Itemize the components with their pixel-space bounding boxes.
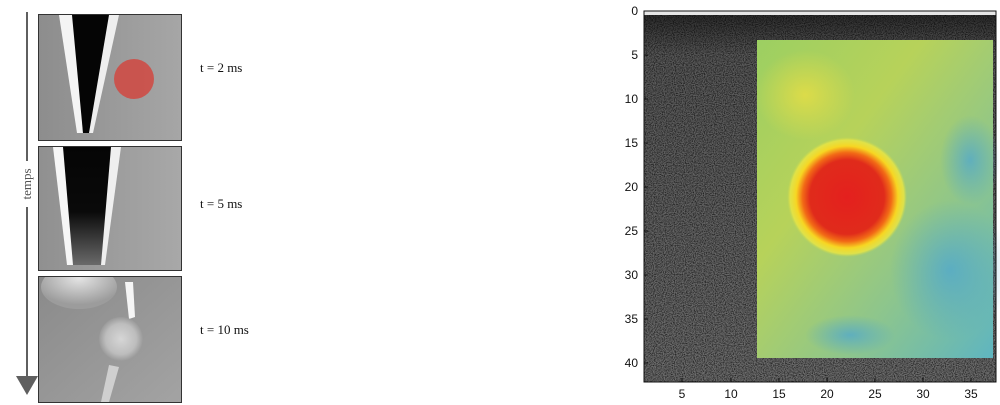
- y-tick-label: 5: [631, 48, 638, 62]
- x-tick-label: 25: [868, 387, 882, 401]
- frame-2-caption: t = 5 ms: [200, 196, 243, 211]
- elastography-map: 0 5 10 15 20 25 30 35 40 5 10 15 20 25 3…: [600, 0, 1000, 405]
- y-tick-label: 20: [625, 180, 639, 194]
- ultrasound-frame-1: [38, 14, 182, 141]
- time-axis-label: temps: [19, 161, 35, 207]
- y-tick-label: 10: [625, 92, 639, 106]
- ultrasound-frame-2: [38, 146, 182, 271]
- y-tick-label: 25: [625, 224, 639, 238]
- y-tick-label: 0: [631, 4, 638, 18]
- y-tick-label: 35: [625, 312, 639, 326]
- ultrasound-frame-3: [38, 276, 182, 403]
- x-tick-label: 10: [724, 387, 738, 401]
- x-tick-label: 30: [916, 387, 930, 401]
- x-tick-label: 5: [679, 387, 686, 401]
- y-tick-label: 30: [625, 268, 639, 282]
- x-tick-label: 20: [820, 387, 834, 401]
- x-tick-label: 15: [772, 387, 786, 401]
- stiffness-overlay: [755, 40, 1000, 358]
- frame-1-caption: t = 2 ms: [200, 60, 243, 75]
- frame-3-caption: t = 10 ms: [200, 322, 249, 337]
- y-tick-label: 15: [625, 136, 639, 150]
- time-axis-arrowhead: [16, 376, 38, 395]
- x-axis: 5 10 15 20 25 30 35: [679, 378, 978, 401]
- time-axis: temps: [14, 0, 42, 405]
- y-tick-label: 40: [625, 356, 639, 370]
- y-axis: 0 5 10 15 20 25 30 35 40: [625, 4, 648, 370]
- x-tick-label: 35: [964, 387, 978, 401]
